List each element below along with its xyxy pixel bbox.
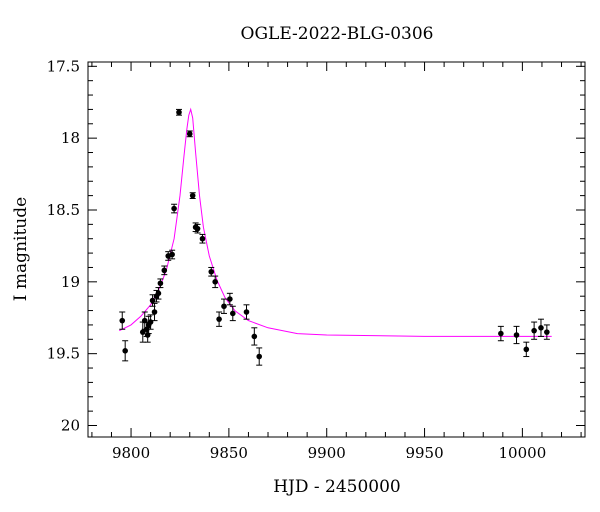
y-tick-label: 20	[61, 417, 80, 435]
data-point	[169, 251, 175, 258]
data-point	[221, 303, 227, 310]
data-point	[212, 279, 218, 285]
y-tick-label: 18.5	[47, 201, 80, 219]
data-point	[161, 267, 168, 274]
data-point	[155, 290, 162, 297]
data-point	[189, 192, 196, 199]
data-point	[513, 332, 520, 338]
data-point	[151, 309, 158, 315]
plot-frame	[87, 61, 586, 438]
y-tick-label: 18	[61, 129, 80, 147]
x-tick-label: 9950	[405, 444, 443, 462]
data-point	[531, 327, 537, 334]
data-point	[119, 317, 126, 324]
data-points-layer	[119, 108, 550, 366]
y-tick-label: 19.5	[47, 345, 80, 363]
x-tick-label: 9850	[210, 444, 248, 462]
data-point	[144, 332, 151, 338]
data-point	[544, 329, 550, 335]
model-curve	[119, 107, 552, 337]
data-point	[216, 316, 222, 322]
data-point	[243, 309, 250, 315]
model-curve-layer	[119, 107, 552, 337]
data-point	[227, 296, 233, 302]
data-point	[157, 280, 164, 287]
x-tick-label: 9800	[112, 444, 150, 462]
data-point	[139, 329, 146, 335]
y-axis-label: I magnitude	[11, 197, 31, 301]
data-point	[176, 109, 182, 116]
data-point	[186, 131, 193, 137]
data-point	[147, 319, 154, 325]
data-point	[229, 310, 236, 317]
x-tick-label: 10000	[499, 444, 547, 462]
data-point	[171, 205, 177, 212]
data-point	[208, 268, 215, 275]
data-point	[122, 347, 128, 354]
data-point	[251, 333, 258, 340]
data-point	[256, 353, 263, 360]
data-point	[498, 330, 504, 337]
axis-ticks: 9800 9850 9900 9950 10000 17.5 18 18.5 19 19.5 20	[47, 57, 585, 462]
x-axis-label: HJD - 2450000	[273, 477, 401, 497]
data-point	[523, 346, 530, 353]
y-tick-label: 17.5	[47, 57, 80, 75]
y-tick-label: 19	[61, 273, 80, 291]
chart-title: OGLE-2022-BLG-0306	[241, 24, 434, 44]
x-tick-label: 9900	[308, 444, 346, 462]
data-point	[538, 325, 544, 331]
data-point	[194, 225, 201, 232]
data-point	[199, 235, 206, 242]
data-point	[149, 297, 156, 304]
